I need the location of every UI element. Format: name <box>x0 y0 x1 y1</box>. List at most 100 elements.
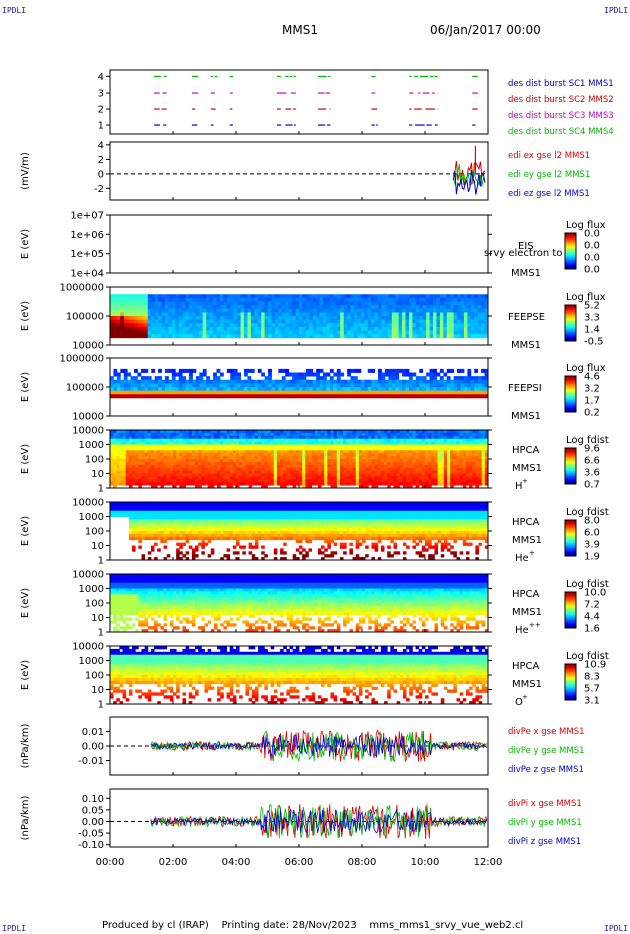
feepse-cell <box>364 308 369 313</box>
feepse-cell <box>120 297 125 302</box>
hpca_h-cell <box>113 459 117 463</box>
hpca_h-cell <box>478 430 483 434</box>
feepsi-cell <box>244 383 248 388</box>
hpca_h-cell <box>399 438 404 442</box>
feepse-cell <box>467 305 472 310</box>
feepse-cell <box>295 330 300 335</box>
feepse-cell <box>288 305 293 310</box>
hpca_h-cell <box>333 461 338 466</box>
hpca_h-cell <box>173 453 177 457</box>
hpca_h-cell <box>453 456 457 460</box>
hpca_h-cell <box>132 447 136 451</box>
feepse-cell <box>378 330 382 335</box>
feepsi-cell <box>281 387 286 392</box>
feepsi-cell <box>326 379 331 384</box>
feepse-cell <box>474 319 479 324</box>
hpca_h-cell <box>135 441 139 445</box>
hpca_h-cell <box>469 476 473 480</box>
hpca_he1-cell <box>132 510 136 514</box>
feepsi-cell <box>357 379 362 384</box>
feepse-cell <box>453 334 458 339</box>
feepse-cell <box>127 308 132 313</box>
hpca_he1-cell <box>147 513 152 517</box>
feepse-cell <box>415 305 420 310</box>
hpca_h-cell <box>472 444 476 448</box>
hpca_h-cell <box>402 459 407 463</box>
feepse-cell <box>405 308 410 313</box>
hpca_h-cell <box>308 470 312 474</box>
hpca_h-cell <box>425 456 429 460</box>
feepsi-cell <box>292 376 296 381</box>
hpca_h-cell <box>317 473 322 477</box>
hpca_h-cell <box>437 473 442 477</box>
hpca_h-cell <box>314 430 319 434</box>
feepse-cell <box>250 326 255 331</box>
feepse-cell <box>305 330 310 335</box>
feepse-cell <box>120 301 125 306</box>
hpca_h-cell <box>195 447 199 451</box>
hpca_h-cell <box>314 456 319 460</box>
hpca_he1-cell <box>160 522 164 526</box>
hpca_h-cell <box>434 435 438 440</box>
hpca_h-cell <box>399 479 404 483</box>
hpca_he1-cell <box>147 510 152 514</box>
hpca_h-cell <box>327 470 331 474</box>
feepsi-cell <box>247 376 252 381</box>
hpca_h-cell <box>346 453 350 457</box>
hpca_h-cell <box>443 464 448 469</box>
feepse-cell <box>398 305 403 310</box>
feepse-cell <box>443 334 448 339</box>
hpca_h-cell <box>166 467 171 471</box>
hpca_h-cell <box>462 461 467 466</box>
feepse-cell <box>113 297 118 302</box>
feepsi-cell <box>209 394 214 399</box>
feepse-cell <box>295 305 300 310</box>
feepsi-cell <box>144 390 149 395</box>
feepse-cell <box>446 319 451 324</box>
hpca_he1-cell <box>182 510 186 514</box>
feepse-cell <box>329 316 334 321</box>
feepse-cell <box>388 297 393 302</box>
hpca_h-cell <box>333 476 338 480</box>
hpca_h-cell <box>336 456 341 460</box>
feepsi-cell <box>302 387 307 392</box>
feepsi-cell <box>429 383 434 388</box>
feepsi-cell <box>158 394 162 399</box>
hpca_h-cell <box>465 476 470 480</box>
hpca_h-cell <box>254 479 259 483</box>
hpca_h-cell <box>434 467 438 471</box>
hpca_h-cell <box>267 459 272 463</box>
hpca_h-cell <box>374 476 379 480</box>
feepsi-cell <box>302 379 307 384</box>
feepsi-cell <box>175 372 180 377</box>
feepse-cell <box>439 308 444 313</box>
feepse-cell <box>151 297 156 302</box>
hpca_h-cell <box>339 435 344 440</box>
feepsi-cell <box>240 379 245 384</box>
feepsi-cell <box>316 379 321 384</box>
hpca_h-cell <box>283 441 287 445</box>
feepse-cell <box>378 308 382 313</box>
hpca_h-cell <box>125 456 130 460</box>
hpca_h-ytick-label: 100 <box>85 455 104 466</box>
hpca_he1-cell <box>195 528 199 532</box>
hpca_h-cell <box>437 432 442 437</box>
feepse-cell <box>402 294 406 299</box>
hpca_h-cell <box>217 456 221 460</box>
feepse-cell <box>364 297 369 302</box>
hpca_he1-cell <box>188 516 193 520</box>
hpca_h-cell <box>321 435 325 440</box>
feepse-cell <box>446 297 451 302</box>
hpca_h-cell <box>258 447 262 451</box>
feepse-cell <box>237 312 241 317</box>
hpca_h-cell <box>421 479 426 483</box>
hpca_h-cell <box>418 476 423 480</box>
hpca_h-cell <box>128 430 133 434</box>
hpca_he1-cell <box>185 510 190 514</box>
hpca_he1-cell <box>144 502 149 506</box>
hpca_h-cell <box>371 470 375 474</box>
hpca_h-cell <box>144 470 149 474</box>
feepsi-cell <box>271 394 276 399</box>
feepse-cell <box>323 294 327 299</box>
feepse-cell <box>189 326 193 331</box>
